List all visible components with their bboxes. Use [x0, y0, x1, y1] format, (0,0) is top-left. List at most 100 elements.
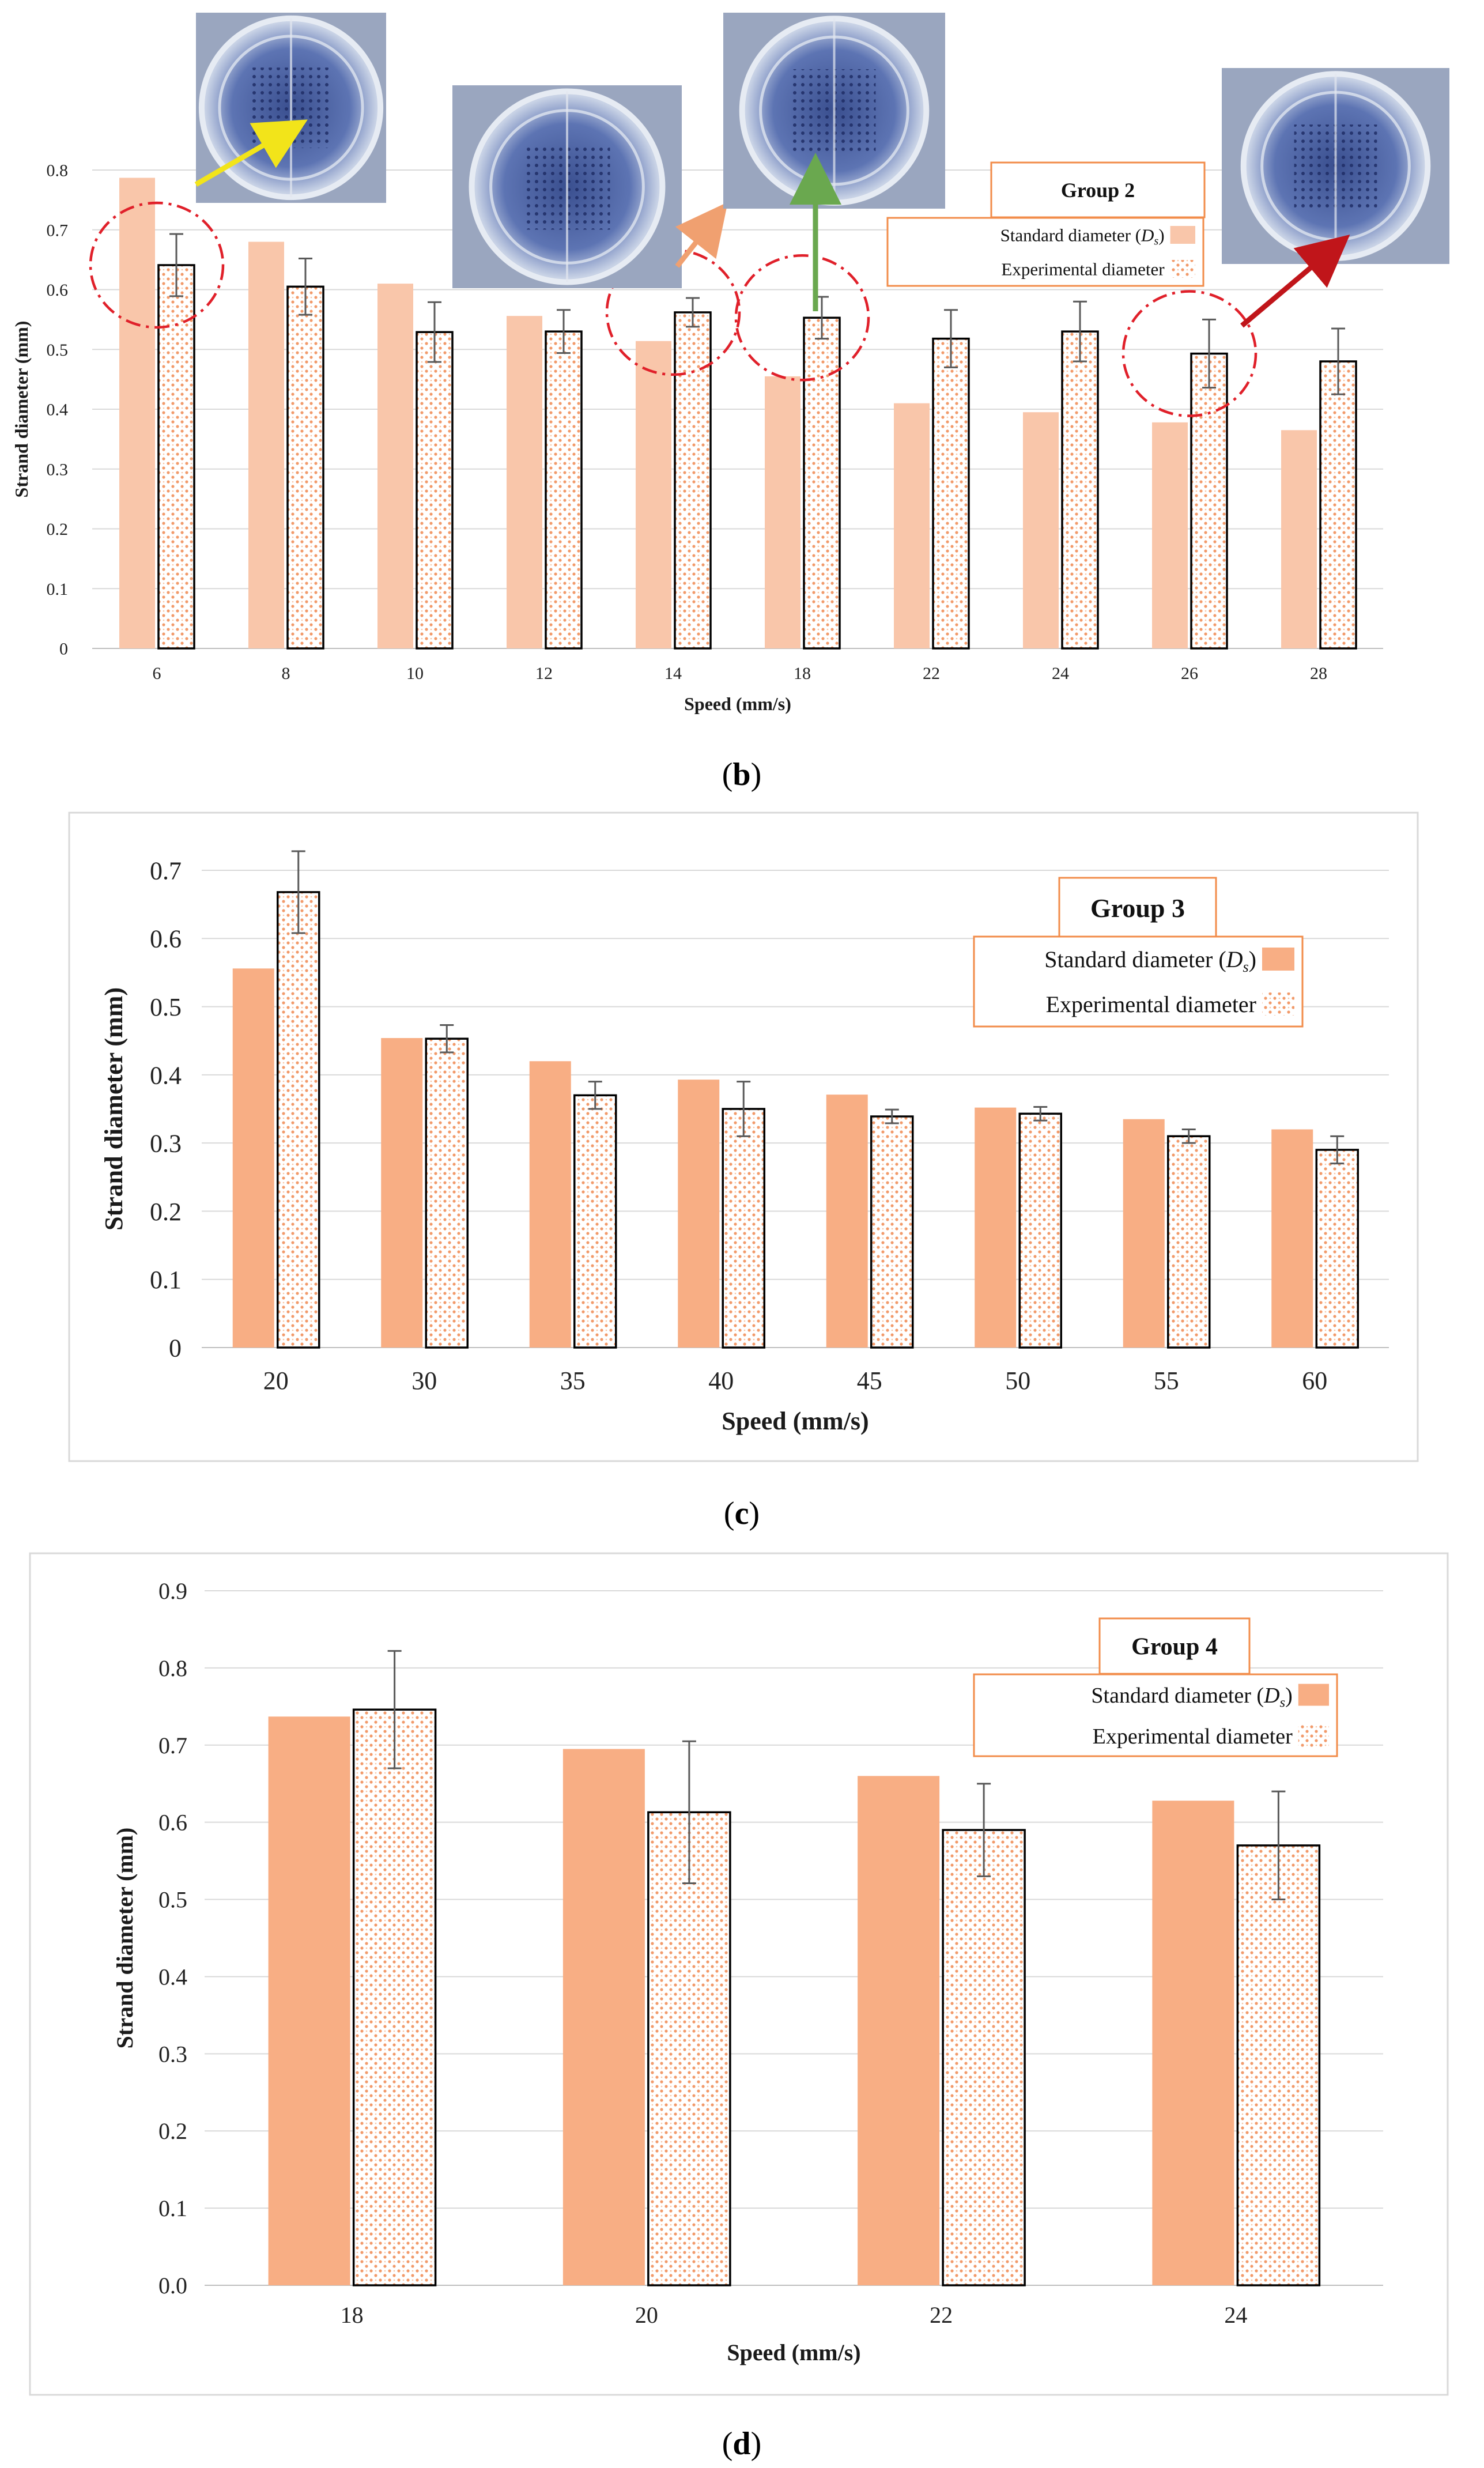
chart-group-3: 0 0.1 0.2 0.3 0.4 0.5 0.6 0.7 20 30 35 40 45 50 55 60 Sp… — [100, 850, 1389, 1435]
y-tick-label: 0.1 — [150, 1266, 182, 1294]
x-tick-label: 8 — [282, 664, 290, 683]
error-bar-22 — [977, 1783, 991, 1877]
y-axis-title: Strand diameter (mm) — [11, 321, 32, 498]
y-tick-label: 0.8 — [47, 161, 69, 180]
y-tick-label: 0.5 — [47, 341, 69, 360]
legend-title-box — [1058, 877, 1217, 939]
highlight-circle-26 — [1122, 290, 1258, 417]
error-bar-40 — [737, 1081, 751, 1137]
x-tick-label: 12 — [535, 664, 553, 683]
bar-experimental-18 — [352, 1708, 437, 2286]
panel-label-d: (d) — [722, 2426, 761, 2462]
y-tick-label: 0.6 — [47, 281, 69, 300]
x-tick-label: 24 — [1224, 2302, 1247, 2328]
legend-standard-swatch — [1298, 1684, 1329, 1706]
y-tick-label: 0.5 — [158, 1887, 187, 1913]
legend-standard-label: Standard diameter (Ds) — [1044, 946, 1256, 975]
x-tick-label: 30 — [411, 1367, 437, 1395]
y-tick-label: 0.4 — [150, 1061, 182, 1089]
y-tick-label: 0.7 — [150, 856, 182, 885]
bar-standard-24 — [1152, 1801, 1234, 2285]
x-tick-label: 60 — [1302, 1367, 1327, 1395]
legend: Group 3 Standard diameter (Ds) Experimenta… — [973, 877, 1304, 1028]
error-bar-24 — [1271, 1790, 1286, 1901]
legend-standard-swatch — [1262, 948, 1294, 971]
error-bar-14 — [686, 297, 700, 328]
error-bar-35 — [588, 1081, 602, 1110]
error-bar-8 — [299, 258, 312, 316]
error-bar-22 — [944, 309, 958, 368]
error-bar-20 — [682, 1740, 696, 1884]
error-bar-26 — [1202, 318, 1216, 389]
y-tick-label: 0.4 — [158, 1964, 187, 1990]
x-tick-label: 22 — [930, 2302, 953, 2328]
bar-experimental-26 — [1190, 352, 1228, 650]
x-tick-label: 55 — [1154, 1367, 1179, 1395]
y-tick-label: 0.6 — [158, 1810, 187, 1836]
bar-experimental-18 — [803, 316, 841, 650]
x-tick-label: 40 — [708, 1367, 734, 1395]
bar-standard-28 — [1281, 430, 1317, 648]
bar-experimental-55 — [1167, 1135, 1211, 1349]
x-tick-label: 20 — [263, 1367, 289, 1395]
y-tick-label: 0.3 — [158, 2041, 187, 2067]
legend-experimental-label: Experimental diameter — [1001, 259, 1165, 279]
yellow-arrow — [194, 119, 308, 187]
bar-experimental-8 — [286, 285, 324, 650]
sample-photo-speed-6 — [196, 13, 386, 203]
panel-label-c: (c) — [724, 1496, 760, 1531]
legend-experimental-label: Experimental diameter — [1093, 1724, 1293, 1749]
bar-experimental-6 — [157, 264, 195, 650]
bar-standard-26 — [1152, 422, 1188, 648]
y-tick-label: 0.9 — [158, 1578, 187, 1604]
legend: Group 4 Standard diameter (Ds) Experimenta… — [973, 1617, 1338, 1757]
y-tick-label: 0.3 — [150, 1130, 182, 1158]
bar-standard-24 — [1023, 412, 1059, 648]
legend-standard-label: Standard diameter (Ds) — [1000, 225, 1165, 247]
y-tick-label: 0.8 — [158, 1655, 187, 1681]
legend-box — [886, 217, 1204, 287]
bar-experimental-30 — [425, 1037, 469, 1349]
error-bar-6 — [169, 233, 183, 297]
x-axis-title: Speed (mm/s) — [727, 2339, 860, 2365]
error-bar-45 — [885, 1108, 899, 1124]
x-axis-title: Speed (mm/s) — [684, 693, 791, 714]
legend-title: Group 4 — [1131, 1634, 1218, 1661]
error-bar-55 — [1181, 1128, 1196, 1144]
x-tick-label: 14 — [664, 664, 682, 683]
error-bar-20 — [291, 850, 305, 934]
bar-standard-45 — [826, 1095, 868, 1348]
bar-experimental-14 — [674, 311, 712, 650]
y-tick-label: 0.2 — [158, 2118, 187, 2144]
x-tick-label: 45 — [857, 1367, 882, 1395]
x-tick-label: 18 — [794, 664, 811, 683]
bar-experimental-24 — [1236, 1844, 1321, 2286]
y-tick-label: 0.1 — [47, 580, 69, 599]
x-tick-label: 22 — [923, 664, 940, 683]
y-tick-label: 0.7 — [158, 1733, 187, 1758]
x-tick-label: 28 — [1310, 664, 1327, 683]
bar-standard-20 — [562, 1749, 645, 2285]
x-tick-label: 50 — [1005, 1367, 1030, 1395]
legend-experimental-swatch — [1170, 260, 1195, 278]
bar-experimental-60 — [1315, 1149, 1359, 1349]
y-axis-title: Strand diameter (mm) — [112, 1828, 138, 2049]
bar-experimental-45 — [870, 1115, 914, 1349]
legend-experimental-swatch — [1262, 993, 1294, 1016]
bar-experimental-22 — [942, 1829, 1026, 2286]
error-bar-50 — [1033, 1105, 1048, 1122]
bar-experimental-22 — [932, 337, 970, 650]
x-tick-label: 18 — [341, 2302, 364, 2328]
error-bar-60 — [1330, 1135, 1345, 1165]
orange-arrow — [675, 202, 728, 268]
y-tick-label: 0.7 — [47, 221, 69, 240]
bar-standard-55 — [1123, 1119, 1165, 1348]
sample-photo-speed-18 — [723, 13, 945, 209]
chart-group-4: 0.0 0.1 0.2 0.3 0.4 0.5 0.6 0.7 0.8 0.9 18 20 22 24 Sp… — [112, 1578, 1383, 2365]
y-axis-title: Strand diameter (mm) — [100, 987, 128, 1231]
sample-photo-speed-26 — [1222, 68, 1449, 264]
bar-standard-10 — [377, 284, 413, 648]
bar-standard-40 — [678, 1080, 720, 1348]
legend-title: Group 2 — [1061, 179, 1135, 202]
panel-label-b: (b) — [722, 757, 761, 793]
